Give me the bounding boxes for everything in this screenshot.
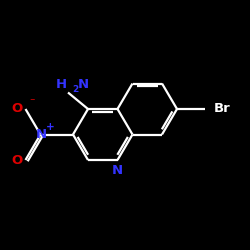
Text: N: N	[78, 78, 88, 91]
Text: N: N	[112, 164, 123, 177]
Text: ⁻: ⁻	[29, 97, 34, 107]
Text: Br: Br	[214, 102, 230, 116]
Text: O: O	[12, 102, 23, 116]
Text: H: H	[56, 78, 67, 91]
Text: N: N	[36, 128, 47, 141]
Text: O: O	[12, 154, 23, 166]
Text: +: +	[46, 122, 54, 132]
Text: 2: 2	[72, 85, 79, 94]
